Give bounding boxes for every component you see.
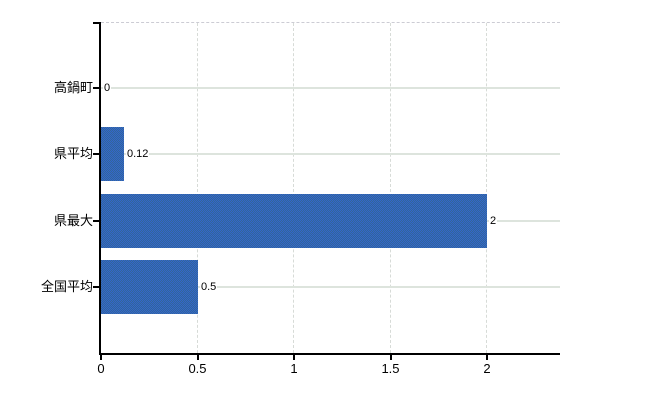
data-bar <box>101 127 124 182</box>
y-axis-tick <box>93 87 99 90</box>
horizontal-gridline <box>101 285 560 288</box>
horizontal-gridline <box>101 87 560 90</box>
bar-layer <box>101 22 560 353</box>
horizontal-gridline <box>101 153 560 156</box>
x-axis-tick <box>196 355 199 360</box>
vertical-gridline <box>389 23 391 353</box>
y-axis-tick <box>93 153 99 156</box>
vertical-gridline <box>196 23 198 353</box>
y-axis-tick <box>93 219 99 222</box>
x-axis-tick <box>100 355 102 360</box>
data-bar <box>101 259 198 314</box>
x-tick-label: 1 <box>290 361 298 376</box>
bar-value-label: 0.5 <box>200 279 218 294</box>
x-tick-label: 0.5 <box>188 361 207 376</box>
x-tick-label: 0 <box>97 361 105 376</box>
y-axis-tick <box>93 285 99 288</box>
x-axis-line <box>99 353 560 355</box>
x-tick-label: 2 <box>483 361 491 376</box>
bar-value-label: 2 <box>489 213 498 228</box>
vertical-gridline <box>293 23 294 353</box>
plot-area: 0 0.12 2 0.5 <box>99 22 560 355</box>
x-axis-tick <box>389 355 392 360</box>
plot-top-border <box>101 22 560 23</box>
category-label: 県平均 <box>53 146 93 162</box>
vertical-gridline <box>486 23 487 353</box>
data-bar <box>101 193 487 248</box>
category-label: 県最大 <box>53 212 93 228</box>
category-label: 全国平均 <box>40 278 93 294</box>
y-axis-top-tick <box>93 22 99 24</box>
x-axis-tick <box>293 355 295 360</box>
bar-value-label: 0 <box>103 81 112 96</box>
y-axis-line <box>99 22 101 355</box>
bar-value-label: 0.12 <box>126 147 150 162</box>
x-tick-label: 1.5 <box>381 361 400 376</box>
value-label-layer: 0 0.12 2 0.5 <box>101 22 560 353</box>
category-label: 高鍋町 <box>53 80 93 96</box>
x-axis-tick <box>486 355 488 360</box>
